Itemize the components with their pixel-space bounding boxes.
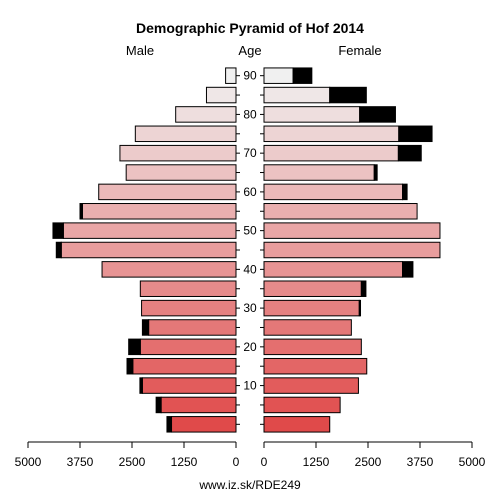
age-label: Age	[238, 43, 261, 58]
male-bar-65-69	[125, 164, 237, 181]
age-tick-label: 60	[243, 185, 257, 199]
male-label: Male	[126, 43, 154, 58]
female-bar-35-39	[263, 280, 362, 297]
male-bar-55-59	[81, 203, 237, 220]
male-bars	[52, 67, 237, 433]
male-bar-85-89	[205, 86, 237, 104]
x-axis-male: 5000 3750 2500 1250 0	[15, 441, 240, 469]
chart-title: Demographic Pyramid of Hof 2014	[136, 20, 364, 36]
age-tick-label: 70	[243, 146, 257, 160]
male-surplus-50-54	[52, 222, 64, 239]
female-bars	[263, 67, 441, 433]
female-surplus-80-84	[359, 106, 396, 123]
female-surplus-65-69	[373, 164, 378, 181]
age-tick-label: 80	[243, 107, 257, 121]
age-tick-label: 40	[243, 262, 257, 276]
x-tick-label-male: 2500	[119, 455, 146, 469]
x-tick-label-male: 0	[233, 455, 240, 469]
male-bar-20-24	[139, 338, 237, 356]
female-bar-70-74	[263, 144, 399, 162]
male-bar-45-49	[60, 241, 237, 259]
female-bar-0-4	[263, 416, 331, 433]
age-tick-label: 50	[243, 224, 257, 238]
female-bar-80-84	[263, 106, 361, 123]
male-bar-5-9	[160, 396, 237, 414]
age-axis: 10 20 30 40 50 60 70 80 90	[236, 69, 264, 425]
x-tick-label-female: 1250	[303, 455, 330, 469]
male-bar-0-4	[171, 416, 237, 433]
x-axis-female: 0 1250 2500 3750 5000	[261, 441, 486, 469]
female-bar-5-9	[263, 396, 341, 414]
female-bar-90+	[263, 67, 294, 84]
x-tick-label-male: 1250	[171, 455, 198, 469]
female-bar-20-24	[263, 338, 362, 356]
female-bar-25-29	[263, 319, 352, 336]
x-tick-label-female: 0	[261, 455, 268, 469]
age-tick-label: 20	[243, 340, 257, 354]
male-bar-70-74	[119, 144, 237, 162]
age-tick-label: 10	[243, 379, 257, 393]
x-tick-label-female: 2500	[355, 455, 382, 469]
male-surplus-20-24	[128, 338, 141, 356]
male-bar-40-44	[101, 261, 237, 278]
male-bar-80-84	[175, 106, 237, 123]
female-surplus-90+	[292, 67, 313, 84]
female-surplus-35-39	[360, 280, 367, 297]
male-bar-25-29	[148, 319, 237, 336]
female-bar-60-64	[263, 183, 404, 201]
male-bar-15-19	[132, 357, 237, 375]
x-tick-label-male: 3750	[67, 455, 94, 469]
x-tick-label-female: 3750	[407, 455, 434, 469]
female-bar-50-54	[263, 222, 441, 239]
footer-url: www.iz.sk/RDE249	[198, 478, 301, 492]
female-bar-55-59	[263, 203, 418, 220]
female-surplus-85-89	[329, 86, 367, 104]
male-bar-75-79	[134, 125, 237, 143]
female-bar-40-44	[263, 261, 404, 278]
age-tick-label: 90	[243, 69, 257, 83]
male-surplus-10-14	[139, 377, 143, 394]
male-bar-10-14	[141, 377, 237, 394]
male-bar-35-39	[139, 280, 237, 297]
female-bar-15-19	[263, 357, 368, 375]
male-surplus-45-49	[55, 241, 62, 259]
x-tick-label-male: 5000	[15, 455, 42, 469]
female-surplus-75-79	[398, 125, 433, 143]
male-bar-50-54	[62, 222, 237, 239]
female-bar-10-14	[263, 377, 359, 394]
male-bar-60-64	[98, 183, 237, 201]
female-bar-30-34	[263, 299, 360, 317]
x-tick-label-female: 5000	[459, 455, 486, 469]
male-surplus-55-59	[79, 203, 83, 220]
male-surplus-25-29	[141, 319, 150, 336]
female-surplus-30-34	[358, 299, 362, 317]
male-bar-30-34	[141, 299, 237, 317]
female-surplus-70-74	[397, 144, 422, 162]
male-surplus-0-4	[166, 416, 173, 433]
female-label: Female	[338, 43, 381, 58]
male-surplus-5-9	[155, 396, 162, 414]
female-surplus-40-44	[402, 261, 414, 278]
female-surplus-60-64	[402, 183, 408, 201]
female-bar-45-49	[263, 241, 441, 259]
female-bar-65-69	[263, 164, 375, 181]
female-bar-85-89	[263, 86, 331, 104]
age-tick-label: 30	[243, 301, 257, 315]
male-bar-90+	[225, 67, 237, 84]
female-bar-75-79	[263, 125, 400, 143]
male-surplus-15-19	[126, 357, 134, 375]
